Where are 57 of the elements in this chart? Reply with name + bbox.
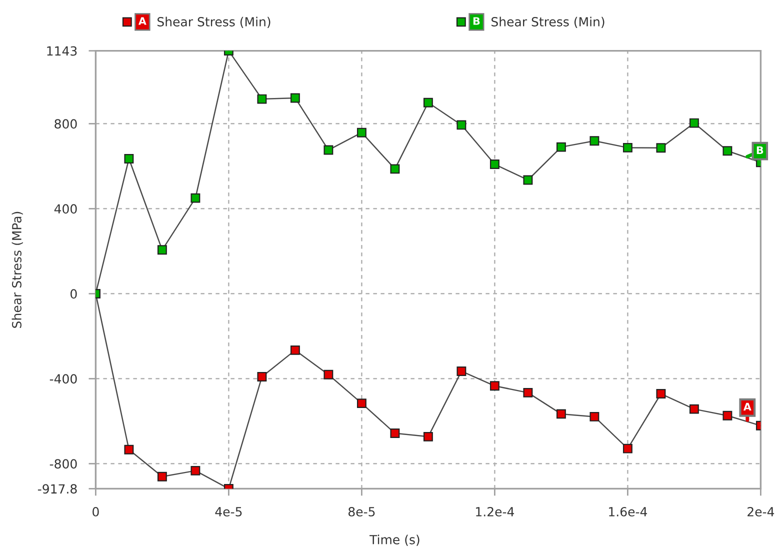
point	[124, 154, 134, 164]
point	[257, 94, 267, 104]
point	[390, 164, 400, 174]
x-tick-label: 4e-5	[215, 507, 242, 516]
point	[456, 366, 466, 376]
y-tick-label: 1143	[47, 46, 77, 56]
point	[622, 142, 632, 152]
point	[590, 412, 600, 422]
point	[722, 410, 732, 420]
annotation: B	[756, 146, 764, 154]
point	[290, 345, 300, 355]
point	[556, 409, 566, 419]
point	[190, 193, 200, 203]
point	[523, 175, 533, 185]
y-axis-title: Shear Stress (MPa)	[12, 212, 23, 328]
point	[490, 160, 500, 169]
x-tick-label: 0	[92, 506, 99, 516]
point	[423, 432, 433, 442]
point	[622, 444, 632, 454]
legend-label: Shear Stress (Min)	[158, 16, 270, 28]
point	[590, 136, 600, 146]
point	[257, 372, 267, 382]
point	[556, 142, 566, 152]
point	[324, 370, 334, 380]
x-axis-title: Time (s)	[370, 534, 420, 546]
y-tick-label: -917.8	[38, 484, 77, 494]
point	[689, 404, 699, 414]
point	[157, 245, 167, 255]
y-tick-label: -800	[50, 459, 77, 469]
text: B	[473, 17, 480, 25]
annotation: A	[743, 402, 752, 410]
point	[490, 381, 500, 391]
point	[290, 93, 300, 103]
y-tick-label: 400	[54, 204, 77, 214]
point	[456, 120, 466, 130]
point	[124, 444, 134, 454]
y-tick-label: 800	[54, 119, 77, 129]
point	[423, 98, 433, 108]
x-tick-label: 1.6e-4	[609, 506, 648, 516]
point	[324, 145, 334, 155]
y-tick-label: -400	[50, 374, 77, 384]
point	[390, 428, 400, 438]
y-tick-label: 0	[70, 289, 77, 299]
x-tick-label: 1.2e-4	[476, 506, 514, 516]
legend-label: Shear Stress (Min)	[492, 16, 604, 28]
point	[356, 398, 366, 408]
point	[190, 466, 200, 476]
point	[689, 118, 699, 128]
point	[656, 143, 666, 153]
point	[656, 389, 666, 398]
point	[523, 388, 533, 398]
text: A	[138, 17, 146, 25]
point	[157, 472, 167, 482]
x-tick-label: 8e-5	[348, 506, 375, 516]
x-tick-label: 2e-4	[748, 506, 774, 516]
point	[356, 128, 366, 138]
point	[722, 146, 732, 156]
